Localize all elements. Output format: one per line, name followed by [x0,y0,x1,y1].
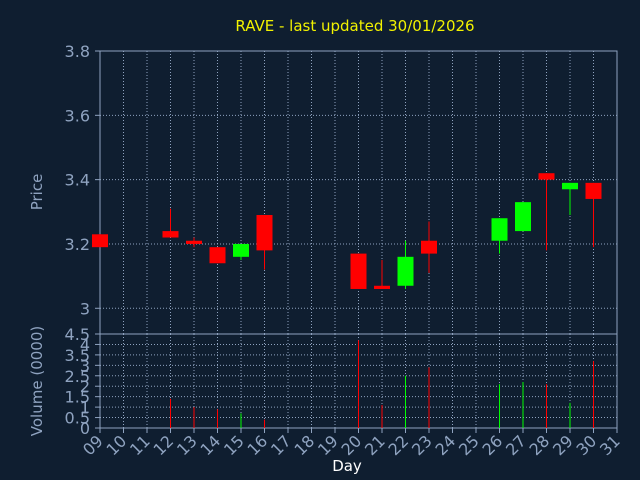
candle-body [92,234,108,248]
volume-tick-label: 3.5 [65,346,90,365]
volume-tick-label: 1 [80,398,90,417]
volume-tick-label: 0.5 [65,409,90,428]
price-tick-label: 3.8 [65,42,90,61]
price-tick-label: 3.6 [65,106,90,125]
volume-tick-label: 2 [80,377,90,396]
candle-body [233,243,249,257]
volume-tick-label: 4.5 [65,325,90,344]
candle-body [491,218,508,241]
price-tick-label: 3.4 [65,171,90,190]
candle-body [162,231,179,238]
volume-tick-label: 4 [80,335,90,354]
volume-tick-label: 1.5 [65,388,90,407]
candle-body [538,173,555,180]
candle-body [374,285,390,289]
candle-body [186,240,202,244]
x-axis-label: Day [332,457,362,475]
price-panel: 3 3.2 3.4 3.6 3.8 [65,42,618,335]
candle-body [515,202,531,232]
volume-tick-label: 0 [80,419,90,438]
candle-body [562,182,578,190]
volume-tick-label: 2.5 [65,367,90,386]
volume-tick-label: 3 [80,356,90,375]
candle-body [585,182,602,199]
price-axis-label: Price [28,174,46,211]
candle-body [209,247,226,264]
chart-title: RAVE - last updated 30/01/2026 [235,17,474,35]
price-tick-label: 3 [80,299,90,318]
volume-panel: 00.511.522.533.544.509101112131415161718… [65,325,624,459]
x-tick-label: 31 [596,431,624,459]
volume-axis-label: Volume (0000) [28,326,46,436]
candle-body [350,253,367,289]
candle-body [421,240,437,254]
price-tick-label: 3.2 [65,235,90,254]
candle-body [397,256,414,286]
candle-body [256,215,273,251]
